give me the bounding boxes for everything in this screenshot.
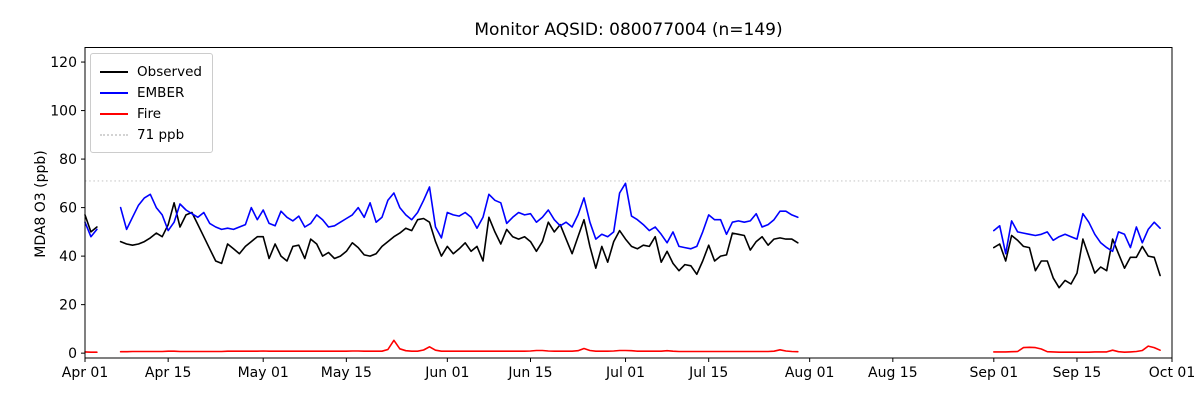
x-tick-label: Jul 15 (688, 365, 728, 381)
threshold-line-swatch (100, 133, 128, 136)
plot-border (84, 47, 1173, 359)
series-fire-line (84, 339, 1161, 353)
legend-item-observed: Observed (100, 61, 202, 82)
legend-label: Fire (137, 105, 162, 122)
fire-line-swatch (100, 112, 128, 115)
legend-item-fire: Fire (100, 103, 202, 124)
y-tick-label: 0 (68, 346, 77, 362)
series-ember-line (84, 182, 1161, 255)
legend-item-ember: EMBER (100, 82, 202, 103)
x-tick-label: Aug 15 (868, 365, 918, 381)
x-tick-label: Oct 01 (1149, 365, 1195, 381)
x-tick-label: Jul 01 (605, 365, 645, 381)
x-tick-label: May 01 (238, 365, 289, 381)
x-tick-label: Apr 15 (145, 365, 191, 381)
x-tick-label: Aug 01 (785, 365, 835, 381)
y-tick-label: 60 (59, 201, 77, 217)
x-tick-label: Jun 15 (507, 365, 552, 381)
legend: Observed EMBER Fire 71 ppb (90, 53, 213, 153)
observed-line-swatch (100, 70, 128, 73)
x-tick-label: Sep 01 (969, 365, 1018, 381)
legend-item-threshold: 71 ppb (100, 124, 202, 145)
x-tick-label: May 15 (321, 365, 372, 381)
ember-line-swatch (100, 91, 128, 94)
x-tick-label: Apr 01 (62, 365, 108, 381)
chart-title: Monitor AQSID: 080077004 (n=149) (474, 20, 783, 40)
x-tick-label: Jun 01 (424, 365, 469, 381)
series-observed-line (84, 202, 1161, 289)
legend-label: Observed (137, 63, 202, 80)
legend-label: EMBER (137, 84, 185, 101)
y-tick-label: 80 (59, 152, 77, 168)
y-tick-label: 40 (59, 249, 77, 265)
y-tick-label: 100 (50, 104, 77, 120)
y-tick-label: 120 (50, 55, 77, 71)
x-tick-label: Sep 15 (1053, 365, 1102, 381)
y-tick-label: 20 (59, 298, 77, 314)
legend-label: 71 ppb (137, 126, 185, 143)
